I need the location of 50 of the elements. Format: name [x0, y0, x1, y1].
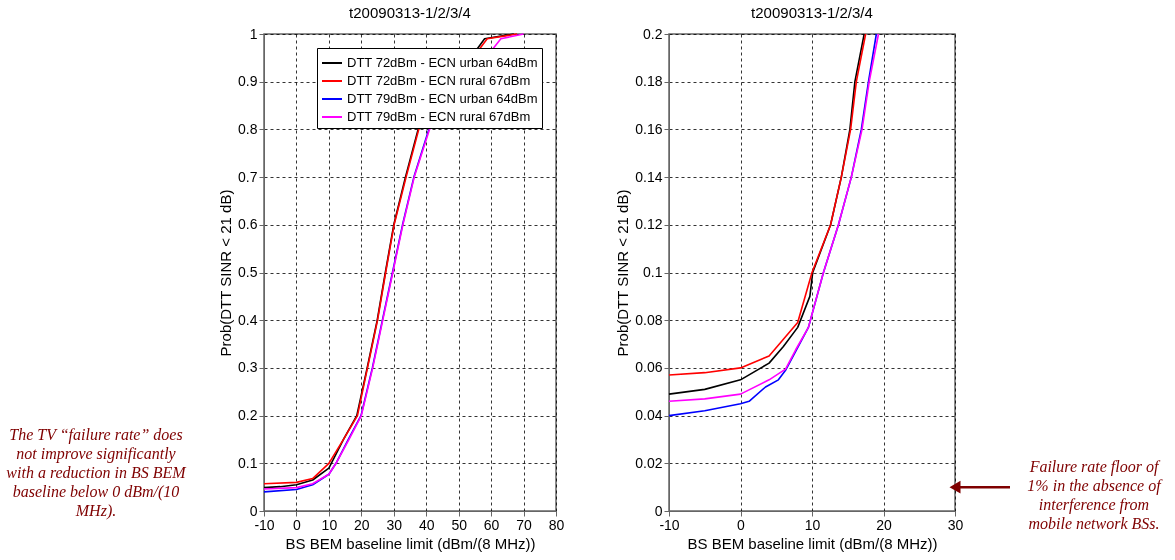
y-tick-label: 0.7: [238, 168, 258, 185]
x-tick-label: -10: [254, 516, 275, 533]
x-tick-label: 80: [548, 516, 565, 533]
legend-label: DTT 79dBm - ECN rural 67dBm: [347, 109, 531, 124]
y-tick-label: 0.12: [635, 216, 663, 233]
y-tick-label: 0.4: [238, 311, 258, 328]
text: The TV “failure rate” does not improve significantly with a reduction in BS BEM baseline below 0 dBm/(10 MHz).: [6, 425, 188, 520]
x-tick-label: 0: [737, 516, 746, 533]
y-tick-label: 0.3: [238, 359, 258, 376]
y-tick-label: 0.08: [635, 311, 663, 328]
y-axis-title: Prob(DTT SINR < 21 dB): [217, 189, 235, 357]
x-tick-label: 50: [451, 516, 468, 533]
legend-label: DTT 79dBm - ECN urban 64dBm: [347, 91, 538, 106]
x-tick-label: 0: [293, 516, 302, 533]
y-tick-label: 0.02: [635, 454, 663, 471]
y-tick-label: 0: [249, 502, 258, 519]
y-tick-label: 0.18: [635, 73, 663, 90]
x-axis-title: BS BEM baseline limit (dBm/(8 MHz)): [687, 534, 938, 552]
y-tick-label: 1: [249, 25, 258, 42]
y-tick-label: 0.06: [635, 359, 663, 376]
legend-label: DTT 72dBm - ECN urban 64dBm: [347, 55, 538, 70]
annotation: Failure rate floor of 1% in the absence of interference from mobile network BSs.: [1027, 458, 1164, 533]
y-tick-label: 0.8: [238, 120, 258, 137]
chart-title: t20090313-1/2/3/4: [751, 4, 873, 21]
y-tick-label: 0.2: [238, 407, 258, 424]
line-series: [263, 128, 430, 493]
x-tick-label: 10: [321, 516, 338, 533]
x-tick-label: 30: [947, 516, 964, 533]
y-tick-label: 0.2: [643, 25, 663, 42]
x-tick-label: 30: [386, 516, 403, 533]
x-tick-label: 20: [876, 516, 892, 533]
y-tick-label: 0.9: [238, 73, 258, 90]
y-tick-label: 0.1: [643, 264, 663, 280]
legend-label: DTT 72dBm - ECN rural 67dBm: [347, 73, 531, 88]
y-axis-title: Prob(DTT SINR < 21 dB): [614, 189, 632, 357]
x-axis-title: BS BEM baseline limit (dBm/(8 MHz)): [285, 534, 536, 552]
y-tick-label: 0: [654, 502, 663, 519]
y-tick-label: 0.6: [238, 216, 258, 233]
chart-title: t20090313-1/2/3/4: [349, 4, 471, 21]
y-tick-label: 0.16: [635, 120, 663, 137]
x-tick-label: -10: [659, 516, 680, 533]
x-tick-label: 40: [418, 516, 435, 533]
y-tick-label: 0.04: [635, 407, 663, 424]
y-tick-label: 0.5: [238, 264, 258, 280]
x-tick-label: 20: [354, 516, 370, 533]
x-tick-label: 60: [483, 516, 500, 533]
x-tick-label: 70: [516, 516, 533, 533]
y-tick-label: 0.1: [238, 454, 258, 471]
x-tick-label: 10: [804, 516, 821, 533]
y-tick-label: 0.14: [635, 168, 663, 185]
